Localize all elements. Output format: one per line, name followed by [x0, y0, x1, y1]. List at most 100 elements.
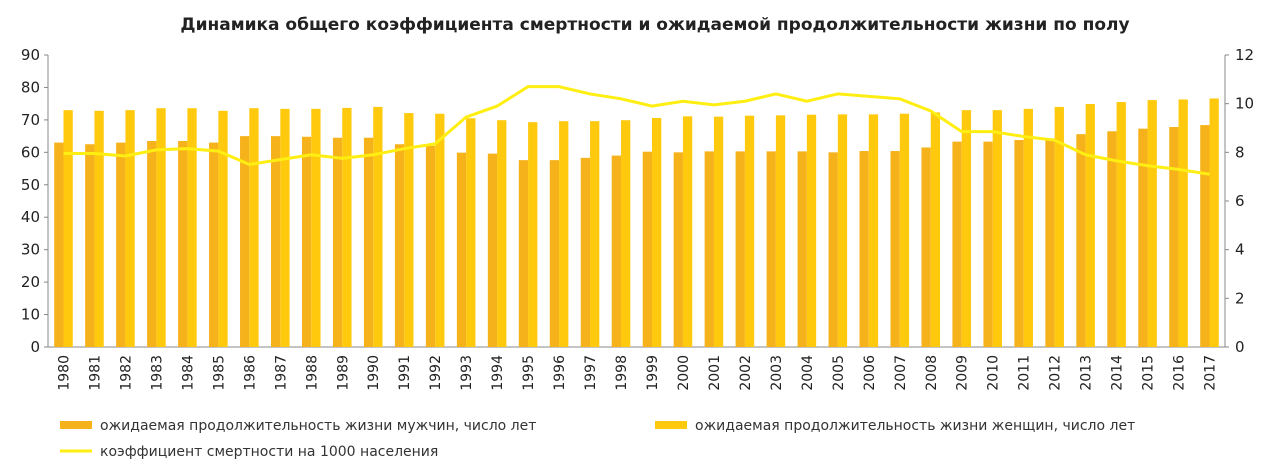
- x-tick-label: 2016: [1172, 355, 1188, 391]
- bar: [837, 114, 848, 347]
- bar: [518, 160, 529, 347]
- x-tick-label: 2009: [955, 355, 971, 391]
- y-tick-label: 90: [21, 46, 40, 64]
- y-tick-label: 30: [21, 241, 40, 259]
- bar: [744, 115, 755, 347]
- x-tick-label: 1996: [552, 355, 568, 391]
- bar: [456, 152, 467, 347]
- legend: ожидаемая продолжительность жизни мужчин…: [60, 418, 1135, 460]
- bar: [890, 151, 900, 347]
- bar: [1054, 106, 1064, 348]
- x-tick-label: 1986: [242, 355, 258, 391]
- bar: [899, 113, 910, 347]
- bar: [342, 107, 352, 347]
- y-tick-label: 60: [21, 143, 40, 161]
- bar: [209, 142, 219, 347]
- bar: [178, 140, 188, 347]
- bar: [94, 110, 104, 347]
- bar: [868, 114, 879, 347]
- bar: [271, 136, 281, 347]
- bar: [859, 151, 869, 347]
- x-tick-label: 1980: [56, 355, 72, 391]
- x-tick-label: 1984: [180, 355, 196, 391]
- bar: [797, 151, 807, 347]
- x-tick-label: 2008: [924, 355, 940, 391]
- x-tick-label: 2001: [707, 355, 723, 391]
- x-tick-label: 2015: [1141, 355, 1157, 391]
- bar: [651, 117, 662, 347]
- bar: [425, 145, 436, 347]
- bar: [1200, 125, 1210, 347]
- bar: [116, 142, 126, 347]
- y-tick-label: 10: [21, 306, 40, 324]
- y-tick-label: 80: [21, 78, 40, 96]
- legend-swatch: [60, 421, 92, 429]
- x-tick-label: 2004: [800, 355, 816, 391]
- bar: [549, 160, 560, 347]
- x-tick-label: 2012: [1048, 355, 1064, 391]
- bar: [147, 140, 157, 347]
- bar: [580, 157, 591, 347]
- x-tick-label: 1990: [366, 355, 382, 391]
- y2-tick-label: 10: [1235, 95, 1254, 113]
- y2-tick-label: 12: [1235, 46, 1254, 64]
- bar: [466, 118, 476, 348]
- bar: [682, 116, 693, 347]
- x-tick-label: 2017: [1203, 355, 1219, 391]
- legend-swatch: [655, 421, 687, 429]
- bar: [611, 155, 622, 347]
- x-tick-label: 1993: [459, 355, 475, 391]
- bar: [559, 121, 569, 347]
- bar: [311, 108, 321, 347]
- bar: [394, 144, 405, 347]
- bar: [404, 113, 414, 347]
- bar: [1169, 127, 1179, 347]
- y2-tick-label: 0: [1235, 338, 1245, 356]
- x-tick-label: 2013: [1079, 355, 1095, 391]
- bar: [187, 108, 197, 347]
- legend-label: ожидаемая продолжительность жизни мужчин…: [100, 418, 536, 434]
- bar: [828, 152, 838, 347]
- bar: [54, 142, 64, 347]
- bar: [487, 153, 498, 347]
- bar: [930, 112, 941, 347]
- x-tick-label: 2005: [831, 355, 847, 391]
- x-tick-label: 1994: [490, 355, 506, 391]
- bar: [1138, 128, 1148, 347]
- x-tick-label: 2010: [986, 355, 1002, 391]
- bar: [766, 151, 776, 347]
- bar: [1178, 99, 1188, 348]
- line: [63, 85, 1210, 176]
- bar: [497, 120, 507, 347]
- bar: [983, 141, 993, 347]
- bar: [528, 122, 538, 347]
- bar: [85, 144, 95, 347]
- bar: [125, 110, 135, 348]
- y2-tick-label: 6: [1235, 192, 1245, 210]
- bar: [218, 110, 228, 347]
- bar: [775, 115, 786, 347]
- y-tick-label: 70: [21, 111, 40, 129]
- x-tick-label: 1991: [397, 355, 413, 391]
- bar: [63, 110, 73, 348]
- x-tick-label: 1985: [211, 355, 227, 391]
- x-tick-label: 1998: [614, 355, 630, 391]
- bar: [1023, 108, 1033, 347]
- bar: [806, 114, 817, 347]
- x-tick-label: 1992: [428, 355, 444, 391]
- bar: [1014, 140, 1024, 347]
- x-tick-label: 2003: [769, 355, 785, 391]
- bar: [1045, 138, 1055, 347]
- bar: [952, 141, 962, 347]
- bar: [363, 137, 374, 347]
- x-tick-label: 1982: [118, 355, 134, 391]
- bar: [280, 108, 290, 347]
- x-tick-label: 1997: [583, 355, 599, 391]
- bar: [1085, 103, 1095, 347]
- bar: [240, 136, 250, 347]
- bar: [621, 120, 631, 347]
- x-tick-label: 1999: [645, 355, 661, 391]
- x-tick-label: 2014: [1110, 355, 1126, 391]
- bar: [921, 147, 931, 347]
